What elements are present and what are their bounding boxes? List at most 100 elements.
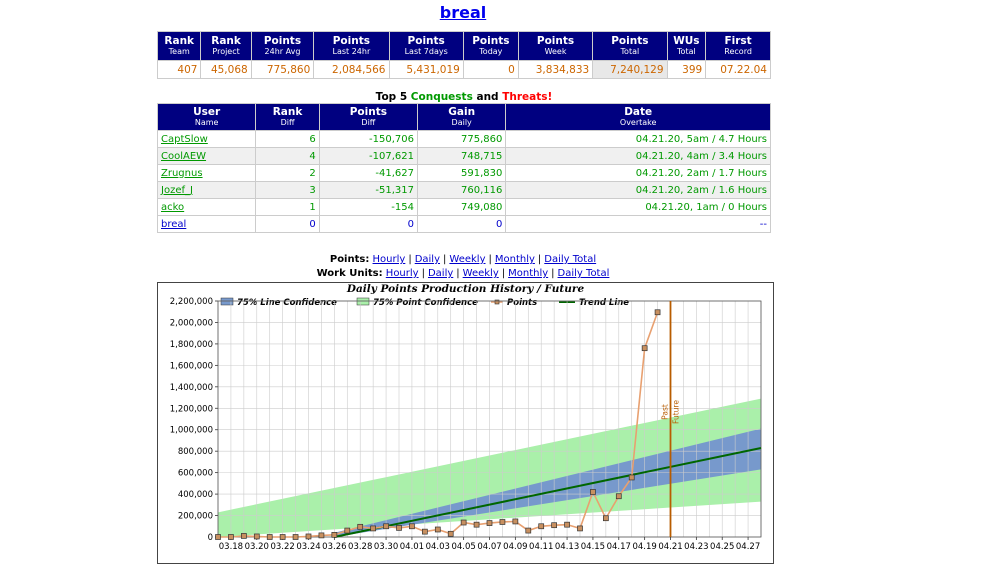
header-sub: Daily (451, 118, 472, 127)
trend-line (334, 446, 762, 538)
points-link-daily-total[interactable]: Daily Total (544, 254, 597, 265)
points-link-daily[interactable]: Daily (414, 254, 441, 265)
overtake-date-cell: 04.21.20, 2am / 1.7 Hours (505, 164, 771, 182)
x-tick-label: 04.25 (710, 542, 734, 552)
points-history-chart: Daily Points Production History / Future… (157, 282, 774, 564)
header-sub: Last 7days (404, 47, 448, 56)
points-diff-cell: -154 (318, 198, 419, 216)
past-label: Past (661, 404, 670, 420)
x-tick-label: 03.30 (374, 542, 398, 552)
points-marker (318, 532, 325, 539)
points-marker (266, 534, 273, 540)
points-marker (279, 534, 286, 540)
work-units-label: Work Units: (316, 268, 383, 279)
points-marker (486, 520, 493, 526)
rank-header-7: Points Total (592, 31, 668, 61)
rank-value: 7,240,129 (592, 60, 668, 79)
points-marker (370, 525, 376, 532)
conquests-header-3: Gain Daily (416, 103, 507, 131)
points-links-row: Points: Hourly | Daily | Weekly | Monthly | Dail… (0, 253, 926, 266)
y-tick-label: 600,000 (178, 469, 213, 479)
link-separator: | (421, 268, 425, 279)
user-link[interactable]: acko (161, 201, 185, 213)
rank-value: 5,431,019 (388, 60, 464, 79)
user-link[interactable]: Zrugnus (161, 167, 203, 179)
header-main: Gain (448, 106, 476, 118)
gain-daily-cell: 749,080 (416, 198, 507, 216)
header-main: Points (472, 35, 510, 47)
conquests-word: Conquests (410, 91, 473, 103)
work-units-link-monthly[interactable]: Monthly (508, 268, 549, 279)
conquests-header-2: Points Diff (318, 103, 419, 131)
rank-header-3: Points Last 24hr (313, 31, 390, 61)
y-tick-label: 2,200,000 (170, 297, 213, 307)
header-main: User (193, 106, 221, 118)
work-units-link-daily-total[interactable]: Daily Total (557, 268, 610, 279)
points-diff-cell: 0 (318, 215, 419, 233)
header-sub: Name (194, 118, 219, 127)
link-separator: | (537, 254, 542, 265)
user-link[interactable]: CaptSlow (161, 133, 208, 145)
y-tick-label: 1,200,000 (170, 404, 213, 414)
points-link-monthly[interactable]: Monthly (494, 254, 535, 265)
x-tick-label: 04.17 (607, 542, 631, 552)
rank-value: 399 (666, 60, 707, 79)
header-sub: Diff (280, 118, 295, 127)
header-sub: Total (677, 47, 696, 56)
points-marker (422, 528, 428, 535)
gain-daily-cell: 748,715 (416, 147, 507, 165)
points-marker (305, 533, 312, 540)
points-marker (253, 533, 260, 540)
work-units-link-hourly[interactable]: Hourly (385, 268, 419, 279)
header-main: Rank (272, 106, 303, 118)
x-tick-label: 04.13 (555, 542, 579, 552)
user-link[interactable]: Jozef_J (161, 184, 193, 196)
points-label: Points: (329, 254, 370, 265)
points-marker (447, 530, 454, 537)
rank-value: 07.22.04 (705, 60, 771, 79)
work-units-link-weekly[interactable]: Weekly (462, 268, 499, 279)
conquests-header-4: Date Overtake (505, 103, 771, 131)
x-tick-label: 04.05 (451, 542, 475, 552)
header-sub: Overtake (619, 118, 657, 127)
link-separator: | (443, 254, 447, 265)
conquests-header-1: Rank Diff (255, 103, 320, 131)
user-cell: breal (156, 215, 257, 233)
points-marker (344, 527, 351, 534)
title-link[interactable]: breal (439, 3, 487, 22)
user-cell: acko (156, 198, 257, 216)
rank-value: 3,834,833 (517, 60, 594, 79)
header-sub: Week (544, 47, 567, 56)
work-units-link-daily[interactable]: Daily (427, 268, 454, 279)
x-tick-label: 04.11 (529, 542, 553, 552)
overtake-date-cell: 04.21.20, 2am / 1.6 Hours (505, 181, 771, 199)
user-cell: Zrugnus (156, 164, 257, 182)
x-tick-label: 03.28 (348, 542, 372, 552)
legend-swatch (356, 297, 370, 306)
points-marker (473, 521, 480, 528)
points-link-weekly[interactable]: Weekly (449, 254, 486, 265)
y-tick-label: 1,800,000 (170, 340, 213, 350)
points-diff-cell: -107,621 (318, 147, 419, 165)
points-marker (241, 533, 247, 539)
rank-header-8: WUs Total (666, 31, 707, 61)
conquests-table: User Name Rank Diff Points Diff Gain Daily Date O… (156, 103, 771, 233)
conquest-row: acko 1 -154 749,080 04.21.20, 1am / 0 Hours (156, 198, 771, 216)
points-marker (409, 523, 415, 530)
y-tick-label: 1,400,000 (170, 383, 213, 393)
rank-diff-cell: 2 (255, 164, 320, 182)
rank-table: Rank Team Rank Project Points 24hr Avg Points L… (156, 31, 771, 79)
user-link[interactable]: breal (161, 218, 187, 230)
conquests-title: Top 5 Conquests and Threats! (157, 91, 771, 103)
header-main: Points (263, 35, 302, 47)
header-main: Date (624, 106, 653, 118)
rank-diff-cell: 3 (255, 181, 320, 199)
header-main: First (724, 35, 752, 47)
points-marker (564, 521, 570, 528)
points-marker (512, 518, 519, 525)
user-link[interactable]: CoolAEW (161, 150, 207, 162)
rank-diff-cell: 4 (255, 147, 320, 165)
points-marker (615, 493, 622, 500)
header-main: Rank (164, 35, 195, 47)
points-link-hourly[interactable]: Hourly (372, 254, 406, 265)
